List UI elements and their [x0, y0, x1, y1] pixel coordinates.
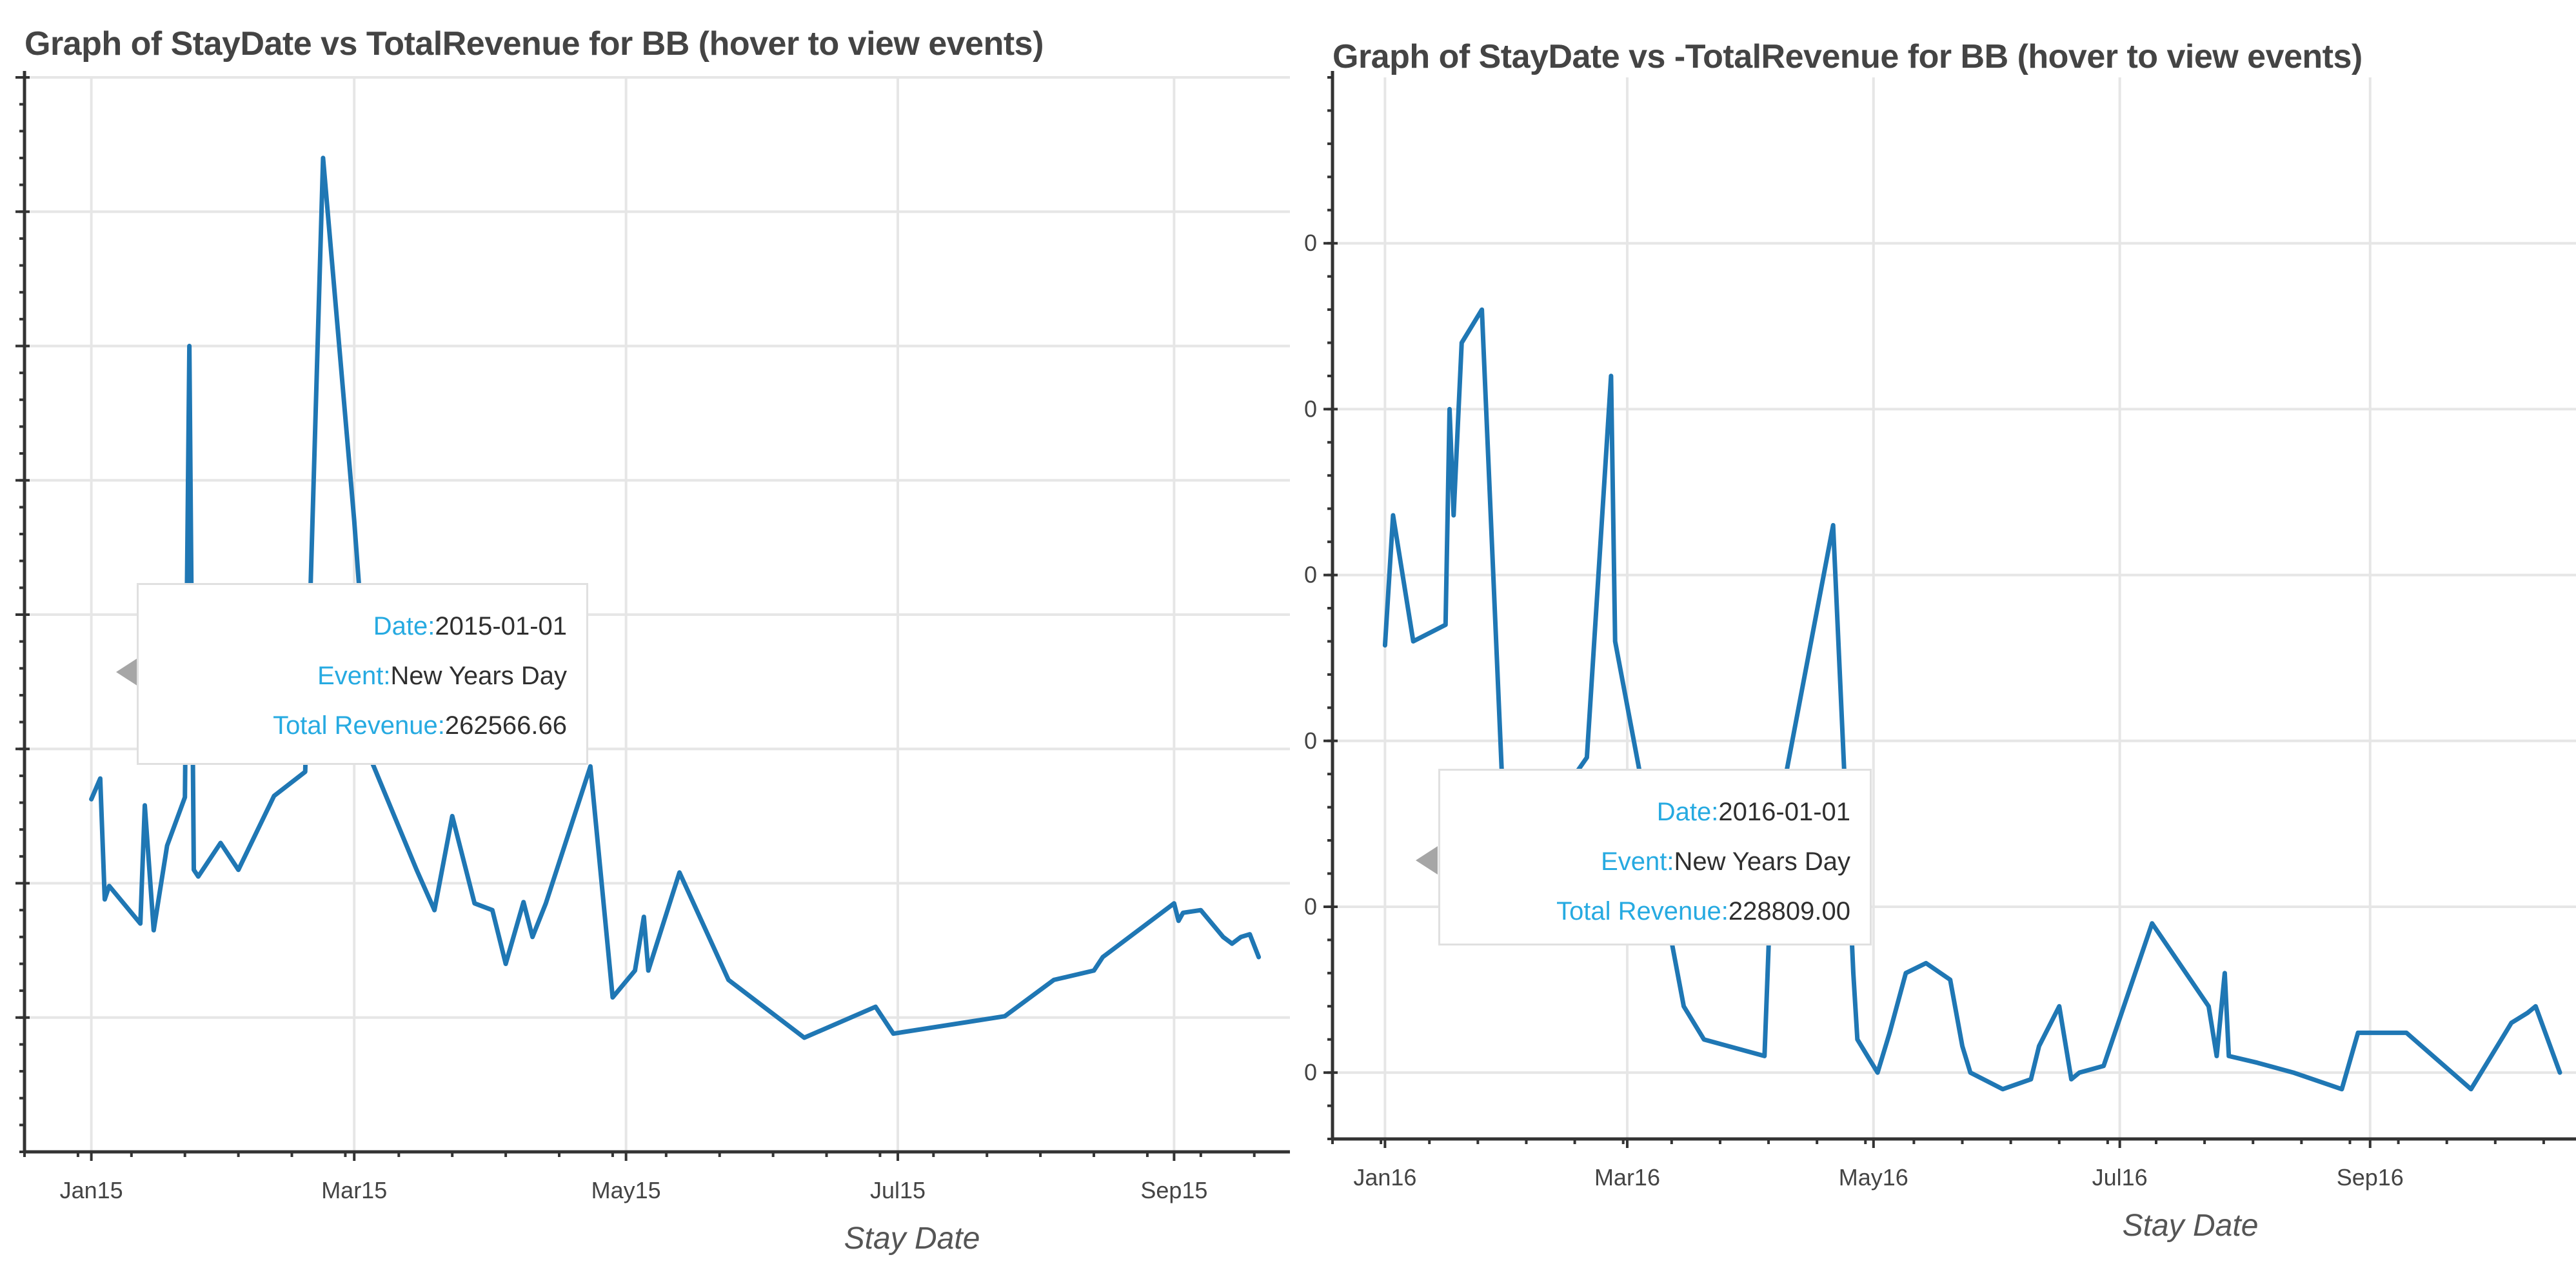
- chart-title: Graph of StayDate vs -TotalRevenue for B…: [1333, 38, 2363, 75]
- tooltip-pointer: [116, 658, 138, 686]
- y-tick-label: 0: [1304, 395, 1317, 422]
- chart-panel-2016: Graph of StayDate vs -TotalRevenue for B…: [1290, 0, 2576, 1286]
- tooltip-date-row: Date:2015-01-01: [158, 602, 567, 651]
- tooltip-event-value: New Years Day: [1674, 847, 1850, 876]
- y-tick-label: 0: [1304, 1059, 1317, 1085]
- y-tick-label: 0: [1304, 727, 1317, 754]
- y-tick-label: 0: [1304, 230, 1317, 256]
- x-tick-label: Mar16: [1594, 1164, 1660, 1191]
- chart-title: Graph of StayDate vs TotalRevenue for BB…: [25, 25, 1044, 63]
- tooltip-pointer: [1416, 846, 1438, 875]
- x-tick-label: Jul15: [870, 1177, 926, 1203]
- tooltip-revenue-row: Total Revenue:228809.00: [1460, 887, 1850, 936]
- tooltip-event-value: New Years Day: [390, 662, 567, 690]
- tooltip-revenue-value: 262566.66: [444, 711, 567, 740]
- tooltip-revenue-row: Total Revenue:262566.66: [158, 701, 567, 751]
- x-tick-label: Jan15: [60, 1177, 123, 1203]
- chart-panel-2015: Graph of StayDate vs TotalRevenue for BB…: [15, 25, 1290, 1256]
- series-line: [1382, 307, 2562, 1092]
- x-axis-label: Stay Date: [844, 1222, 980, 1256]
- plot-2016[interactable]: 0 0 0 0 0 0 Jan16 Mar16 May16 Jul16 Sep16 Stay Date: [1290, 0, 2576, 1286]
- hover-tooltip: Date:2015-01-01 Event:New Years Day Tota…: [137, 583, 588, 765]
- x-axis-label: Stay Date: [2123, 1209, 2259, 1243]
- y-tick-label: 0: [1304, 893, 1317, 920]
- tooltip-event-label: Event:: [1601, 847, 1674, 876]
- x-tick-label: Jan16: [1353, 1164, 1416, 1191]
- x-tick-label: Sep16: [2337, 1164, 2404, 1191]
- tooltip-date-value: 2016-01-01: [1718, 798, 1850, 826]
- tooltip-revenue-label: Total Revenue:: [1556, 897, 1729, 925]
- tooltip-event-label: Event:: [317, 662, 391, 690]
- tooltip-revenue-label: Total Revenue:: [273, 711, 445, 740]
- tooltip-event-row: Event:New Years Day: [1460, 837, 1850, 887]
- hover-tooltip: Date:2016-01-01 Event:New Years Day Tota…: [1438, 769, 1872, 945]
- tooltip-date-label: Date:: [1656, 798, 1719, 826]
- x-tick-label: Sep15: [1140, 1177, 1207, 1203]
- tooltip-event-row: Event:New Years Day: [158, 651, 567, 701]
- y-tick-label: 0: [1304, 562, 1317, 588]
- tooltip-date-row: Date:2016-01-01: [1460, 787, 1850, 837]
- x-tick-label: May15: [591, 1177, 661, 1203]
- tooltip-revenue-value: 228809.00: [1728, 897, 1850, 925]
- x-tick-label: Mar15: [321, 1177, 387, 1203]
- tooltip-date-value: 2015-01-01: [435, 612, 567, 640]
- x-tick-label: May16: [1839, 1164, 1908, 1191]
- tooltip-date-label: Date:: [373, 612, 435, 640]
- x-tick-label: Jul16: [2092, 1164, 2148, 1191]
